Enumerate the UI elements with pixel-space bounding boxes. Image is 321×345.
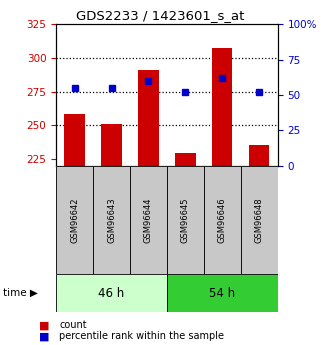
Bar — [56, 274, 167, 312]
Text: GSM96642: GSM96642 — [70, 197, 79, 243]
Text: GSM96644: GSM96644 — [144, 197, 153, 243]
Text: GSM96643: GSM96643 — [107, 197, 116, 243]
Bar — [56, 166, 93, 274]
Bar — [138, 70, 159, 166]
Text: 46 h: 46 h — [99, 287, 125, 300]
Bar — [167, 274, 278, 312]
Text: 54 h: 54 h — [209, 287, 235, 300]
Bar — [249, 145, 269, 166]
Text: ■: ■ — [39, 321, 49, 330]
Bar — [93, 166, 130, 274]
Text: GSM96646: GSM96646 — [218, 197, 227, 243]
Bar — [212, 48, 232, 166]
Bar — [167, 166, 204, 274]
Bar — [65, 115, 85, 166]
Text: GDS2233 / 1423601_s_at: GDS2233 / 1423601_s_at — [76, 9, 245, 22]
Text: count: count — [59, 321, 87, 330]
Text: ■: ■ — [39, 332, 49, 341]
Text: GSM96648: GSM96648 — [255, 197, 264, 243]
Bar — [101, 124, 122, 166]
Text: GSM96645: GSM96645 — [181, 197, 190, 243]
Bar — [175, 154, 195, 166]
Bar — [204, 166, 241, 274]
Text: time ▶: time ▶ — [3, 288, 38, 298]
Text: percentile rank within the sample: percentile rank within the sample — [59, 332, 224, 341]
Bar — [130, 166, 167, 274]
Bar — [241, 166, 278, 274]
